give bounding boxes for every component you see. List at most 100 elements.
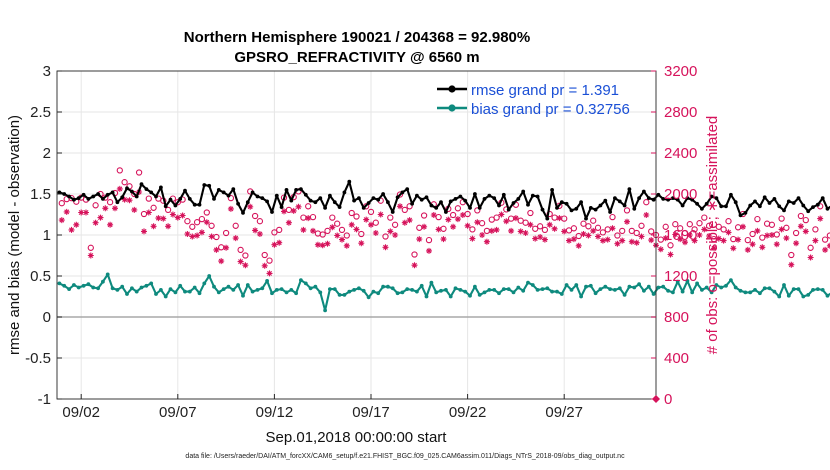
bias-point [473, 284, 477, 289]
rmse-point [569, 208, 574, 213]
assimilated-obs-point [595, 233, 601, 240]
assimilated-obs-point [691, 237, 698, 244]
bias-point [308, 286, 313, 291]
x-tick-label: 09/07 [159, 404, 197, 421]
bias-point [521, 288, 526, 293]
rmse-point [125, 186, 129, 191]
bias-point [405, 287, 410, 291]
rmse-point [173, 203, 178, 208]
assimilated-obs-point [508, 227, 515, 234]
assimilated-obs-point [768, 232, 775, 238]
assimilated-obs-point [754, 227, 761, 234]
assimilated-obs-point [397, 203, 403, 210]
bias-point [637, 282, 641, 287]
possible-obs-point [585, 223, 592, 230]
possible-obs-point [633, 229, 640, 237]
possible-obs-point [208, 222, 215, 229]
assimilated-obs-point [223, 244, 230, 251]
rmse-point [245, 200, 250, 205]
bias-point [598, 287, 603, 291]
possible-obs-point [469, 226, 476, 233]
rmse-point [656, 192, 661, 197]
assimilated-obs-point [343, 242, 350, 249]
possible-obs-point [696, 220, 703, 227]
bias-point [245, 283, 250, 287]
rmse-point [57, 190, 62, 195]
bias-point [207, 274, 212, 278]
rmse-point [390, 210, 395, 214]
rmse-point [588, 206, 593, 210]
rmse-point [559, 200, 564, 205]
bias-point [579, 294, 583, 299]
possible-obs-point [527, 209, 534, 217]
assimilated-obs-point [112, 205, 118, 212]
assimilated-obs-point [503, 218, 510, 225]
bias-point [622, 293, 627, 297]
rmse-point [608, 210, 612, 214]
bias-point [390, 286, 395, 291]
rmse-point [477, 206, 482, 210]
bias-point [279, 287, 284, 291]
possible-obs-point [478, 220, 486, 227]
rmse-point [294, 188, 298, 192]
bias-point [125, 292, 129, 296]
assimilated-obs-point [570, 236, 577, 243]
bias-point [115, 288, 120, 292]
bias-point [584, 284, 588, 289]
legend-rmse-label: rmse grand pr = 1.391 [471, 82, 619, 99]
possible-obs-point [522, 219, 529, 226]
possible-obs-point [309, 213, 317, 221]
rmse-point [352, 198, 356, 203]
assimilated-obs-point [585, 232, 592, 239]
bias-point [497, 291, 501, 296]
possible-obs-point [483, 227, 491, 235]
bias-point [81, 283, 86, 288]
bias-point [183, 289, 187, 294]
bias-point [588, 283, 593, 288]
assimilated-obs-point [682, 239, 688, 246]
bias-point [530, 283, 535, 287]
bias-point [555, 289, 559, 294]
x-tick-label: 09/22 [449, 404, 487, 421]
x-tick-label: 09/17 [352, 404, 390, 421]
assimilated-obs-point [155, 215, 162, 222]
bias-point [627, 284, 632, 289]
possible-obs-point [662, 223, 669, 230]
assimilated-obs-point [469, 235, 476, 242]
rmse-point [675, 197, 680, 202]
assimilated-obs-point [290, 207, 297, 214]
assimilated-obs-point [83, 209, 89, 216]
possible-obs-point [261, 251, 268, 259]
rmse-point [308, 198, 313, 203]
assimilated-obs-point [169, 211, 176, 218]
bias-point [381, 284, 385, 289]
rmse-point [786, 199, 791, 204]
rmse-point [415, 193, 419, 198]
bias-point [96, 286, 100, 291]
assimilated-obs-point [517, 228, 524, 235]
bias-point [371, 289, 376, 294]
rmse-point [704, 201, 709, 206]
rmse-point [299, 187, 303, 192]
rmse-point [289, 198, 294, 203]
assimilated-obs-point [459, 212, 466, 218]
bias-point [704, 285, 709, 290]
bias-point [415, 289, 419, 294]
assimilated-obs-point [368, 221, 374, 228]
rmse-point [695, 201, 699, 206]
possible-obs-point [387, 214, 394, 221]
bias-line [58, 273, 830, 312]
possible-obs-point [411, 251, 418, 258]
rmse-point [328, 193, 332, 198]
bias-point [714, 283, 719, 287]
assimilated-obs-point [281, 208, 287, 215]
assimilated-obs-point [329, 224, 336, 231]
bias-point [671, 290, 675, 295]
possible-obs-point [358, 230, 365, 238]
assimilated-obs-point [793, 240, 800, 247]
bias-point [134, 289, 139, 294]
assimilated-obs-point [310, 227, 316, 234]
assimilated-obs-point [464, 222, 471, 229]
bias-point [733, 285, 738, 290]
possible-obs-point [440, 225, 447, 232]
